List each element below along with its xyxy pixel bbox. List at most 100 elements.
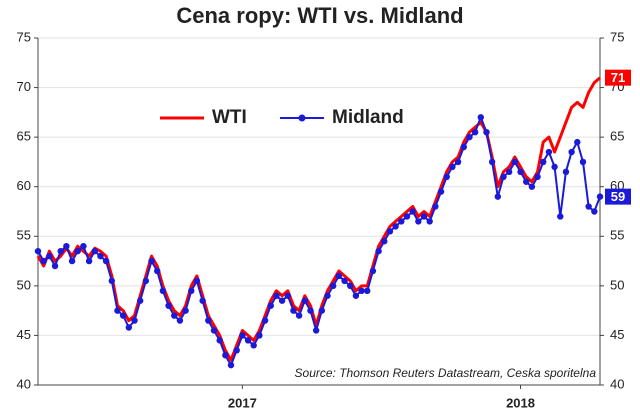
marker	[437, 188, 445, 195]
marker	[250, 342, 257, 349]
marker	[312, 327, 320, 334]
marker	[415, 218, 422, 225]
marker	[551, 163, 558, 171]
marker	[301, 297, 309, 304]
y2-tick-label: 45	[610, 327, 624, 342]
marker	[85, 257, 93, 265]
marker	[335, 272, 343, 280]
marker	[261, 317, 269, 324]
legend-label: WTI	[212, 107, 247, 128]
marker	[273, 292, 280, 299]
marker	[34, 247, 42, 255]
marker	[369, 267, 377, 275]
marker	[409, 208, 416, 215]
marker	[233, 347, 240, 354]
marker	[244, 337, 252, 344]
y-tick-label: 60	[17, 178, 31, 193]
end-label-box	[605, 188, 631, 205]
marker	[449, 163, 456, 171]
marker	[477, 114, 484, 121]
y-tick-label: 45	[17, 327, 31, 342]
marker	[443, 173, 450, 180]
marker	[131, 317, 138, 324]
marker	[40, 257, 47, 265]
marker	[307, 307, 314, 314]
marker	[494, 193, 502, 200]
y-tick-label: 40	[17, 376, 31, 391]
marker	[193, 277, 201, 285]
marker	[278, 297, 286, 304]
marker	[341, 277, 348, 285]
marker	[136, 297, 144, 304]
marker	[222, 352, 229, 359]
marker	[488, 158, 496, 166]
end-label: 71	[611, 70, 625, 85]
marker	[97, 252, 104, 260]
marker	[511, 158, 519, 166]
marker	[540, 158, 547, 166]
x-tick-label: 2017	[228, 395, 257, 410]
marker	[188, 287, 195, 295]
source-note: Source: Thomson Reuters Datastream, Cesk…	[295, 366, 597, 380]
marker	[545, 148, 553, 156]
marker	[505, 168, 513, 176]
marker	[579, 158, 587, 166]
legend-marker	[298, 114, 306, 122]
marker	[500, 173, 507, 180]
marker	[454, 158, 462, 166]
chart-title: Cena ropy: WTI vs. Midland	[176, 3, 463, 28]
y2-tick-label: 75	[610, 29, 624, 44]
marker	[426, 218, 433, 225]
y2-tick-label: 65	[610, 129, 624, 144]
marker	[119, 312, 127, 319]
marker	[74, 247, 81, 255]
marker	[329, 282, 337, 290]
marker	[398, 218, 405, 225]
y2-tick-label: 40	[610, 376, 624, 391]
end-label: 59	[611, 189, 625, 204]
marker	[205, 317, 212, 324]
marker	[534, 173, 541, 180]
marker	[57, 247, 64, 255]
y-tick-label: 75	[17, 29, 31, 44]
marker	[125, 324, 133, 331]
legend-label: Midland	[332, 107, 404, 128]
y-tick-label: 55	[17, 228, 31, 243]
y-tick-label: 65	[17, 129, 31, 144]
marker	[165, 302, 172, 309]
marker	[68, 257, 76, 265]
marker	[585, 203, 592, 210]
marker	[63, 243, 70, 250]
y2-tick-label: 50	[610, 277, 624, 292]
marker	[324, 292, 331, 299]
marker	[216, 337, 223, 344]
marker	[176, 317, 184, 324]
marker	[471, 128, 479, 136]
marker	[267, 302, 274, 309]
marker	[375, 247, 382, 255]
marker	[227, 361, 235, 369]
marker	[182, 307, 189, 314]
marker	[591, 208, 598, 215]
marker	[460, 143, 467, 151]
series-line	[36, 76, 601, 362]
marker	[352, 292, 360, 299]
marker	[199, 297, 206, 304]
marker	[114, 307, 121, 314]
marker	[290, 307, 297, 314]
marker	[51, 262, 59, 270]
marker	[523, 178, 530, 185]
y-tick-label: 70	[17, 79, 31, 94]
marker	[210, 327, 218, 334]
marker	[466, 133, 473, 141]
marker	[239, 332, 246, 339]
marker	[80, 243, 87, 250]
marker	[517, 168, 524, 176]
marker	[381, 238, 388, 245]
series-line	[37, 116, 601, 367]
marker	[568, 148, 575, 156]
marker	[364, 287, 371, 295]
marker	[403, 213, 411, 220]
marker	[148, 257, 155, 265]
